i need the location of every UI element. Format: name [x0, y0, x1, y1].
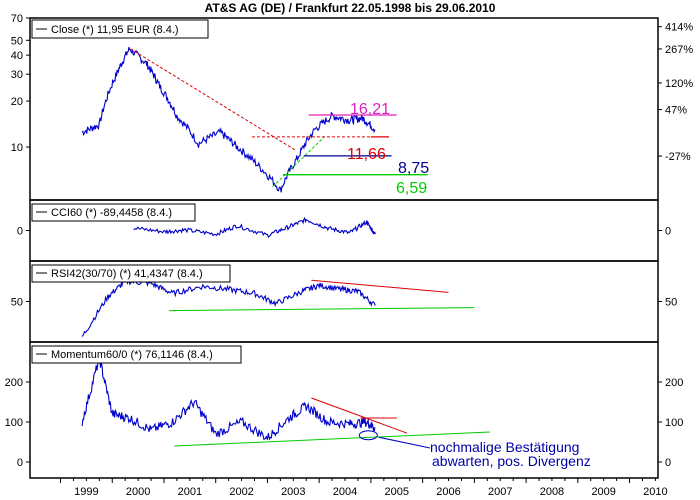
left-tick-label: 30 [11, 69, 23, 81]
chart-panels: 10 20 30 40 50 70 414% 267% 120% 47% -27% 0 0 50 50 0 10… [5, 13, 693, 479]
left-tick-label: 70 [11, 13, 23, 25]
x-tick-label: 2006 [436, 486, 460, 498]
legend-momentum-label: Momentum60/0 (*) 76,1146 (8.4.) [51, 349, 213, 361]
momentum-uptrend-line [174, 431, 490, 447]
panel-frame [29, 17, 659, 201]
x-axis: 1999 2000 2001 2002 2003 2004 2005 2006 2007 2008… [60, 478, 668, 498]
x-tick-label: 2008 [540, 486, 564, 498]
left-tick-label: 50 [11, 35, 23, 47]
right-tick-label: -27% [665, 151, 691, 163]
x-tick-label: 2001 [178, 486, 202, 498]
x-tick-label: 2010 [643, 486, 667, 498]
annotation-pointer [378, 436, 431, 449]
right-tick-label: 47% [665, 105, 687, 117]
momentum-downtrend-line [311, 397, 408, 434]
x-tick-label: 2004 [333, 486, 357, 498]
right-tick-label: 267% [665, 44, 693, 56]
annotation-16-21: 16,21 [350, 101, 390, 118]
annotation-11-66: 11,66 [347, 146, 386, 163]
x-tick-label: 2000 [126, 486, 150, 498]
right-tick-label: 100 [665, 417, 683, 429]
right-tick-label: 120% [665, 78, 693, 90]
right-tick-label: 0 [665, 457, 671, 469]
panel-frame [29, 341, 659, 479]
legend-rsi-label: RSI42(30/70) (*) 41,4347 (8.4.) [51, 268, 203, 280]
series-line-price [81, 46, 376, 193]
left-tick-label: 40 [11, 50, 23, 62]
legend-price-label: Close (*) 11,95 EUR (8.4.) [51, 24, 179, 36]
x-tick-label: 2007 [488, 486, 512, 498]
legend-rsi: RSI42(30/70) (*) 41,4347 (8.4.) [31, 264, 231, 283]
left-tick-label: 100 [5, 417, 23, 429]
left-tick-label: 0 [17, 226, 23, 238]
annotation-line-1: nochmalige Bestätigung [430, 439, 579, 455]
right-tick-label: 50 [665, 297, 677, 309]
right-tick-label: 200 [665, 377, 683, 389]
series-line-rsi [81, 277, 376, 337]
uptrend-line [272, 136, 325, 188]
series-line-cci [133, 216, 376, 239]
rsi-downtrend-line [311, 279, 449, 293]
panel-momentum: 0 100 200 0 100 200 [5, 341, 683, 479]
legend-cci-label: CCI60 (*) -89,4458 (8.4.) [51, 207, 172, 219]
chart-title: AT&S AG (DE) / Frankfurt 22.05.1998 bis … [205, 1, 496, 15]
left-tick-label: 20 [11, 96, 23, 108]
left-tick-label: 50 [11, 297, 23, 309]
annotation-6-59: 6,59 [396, 180, 427, 197]
right-tick-label: 414% [665, 22, 693, 34]
series-line-momentum [81, 353, 376, 441]
legend-cci: CCI60 (*) -89,4458 (8.4.) [31, 203, 196, 222]
legend-momentum: Momentum60/0 (*) 76,1146 (8.4.) [31, 345, 242, 364]
left-tick-label: 10 [11, 142, 23, 154]
right-tick-label: 0 [665, 226, 671, 238]
x-tick-label: 2005 [385, 486, 409, 498]
x-tick-label: 1999 [74, 486, 98, 498]
rsi-uptrend-line [169, 307, 475, 312]
divergence-ellipse [358, 430, 378, 441]
x-tick-label: 2009 [591, 486, 615, 498]
x-tick-label: 2002 [229, 486, 253, 498]
left-tick-label: 200 [5, 377, 23, 389]
annotation-line-2: abwarten, pos. Divergenz [432, 453, 591, 469]
downtrend-line [130, 48, 297, 151]
legend-price: Close (*) 11,95 EUR (8.4.) [31, 19, 209, 39]
x-tick-label: 2003 [281, 486, 305, 498]
left-tick-label: 0 [17, 457, 23, 469]
annotation-8-75: 8,75 [398, 160, 429, 177]
